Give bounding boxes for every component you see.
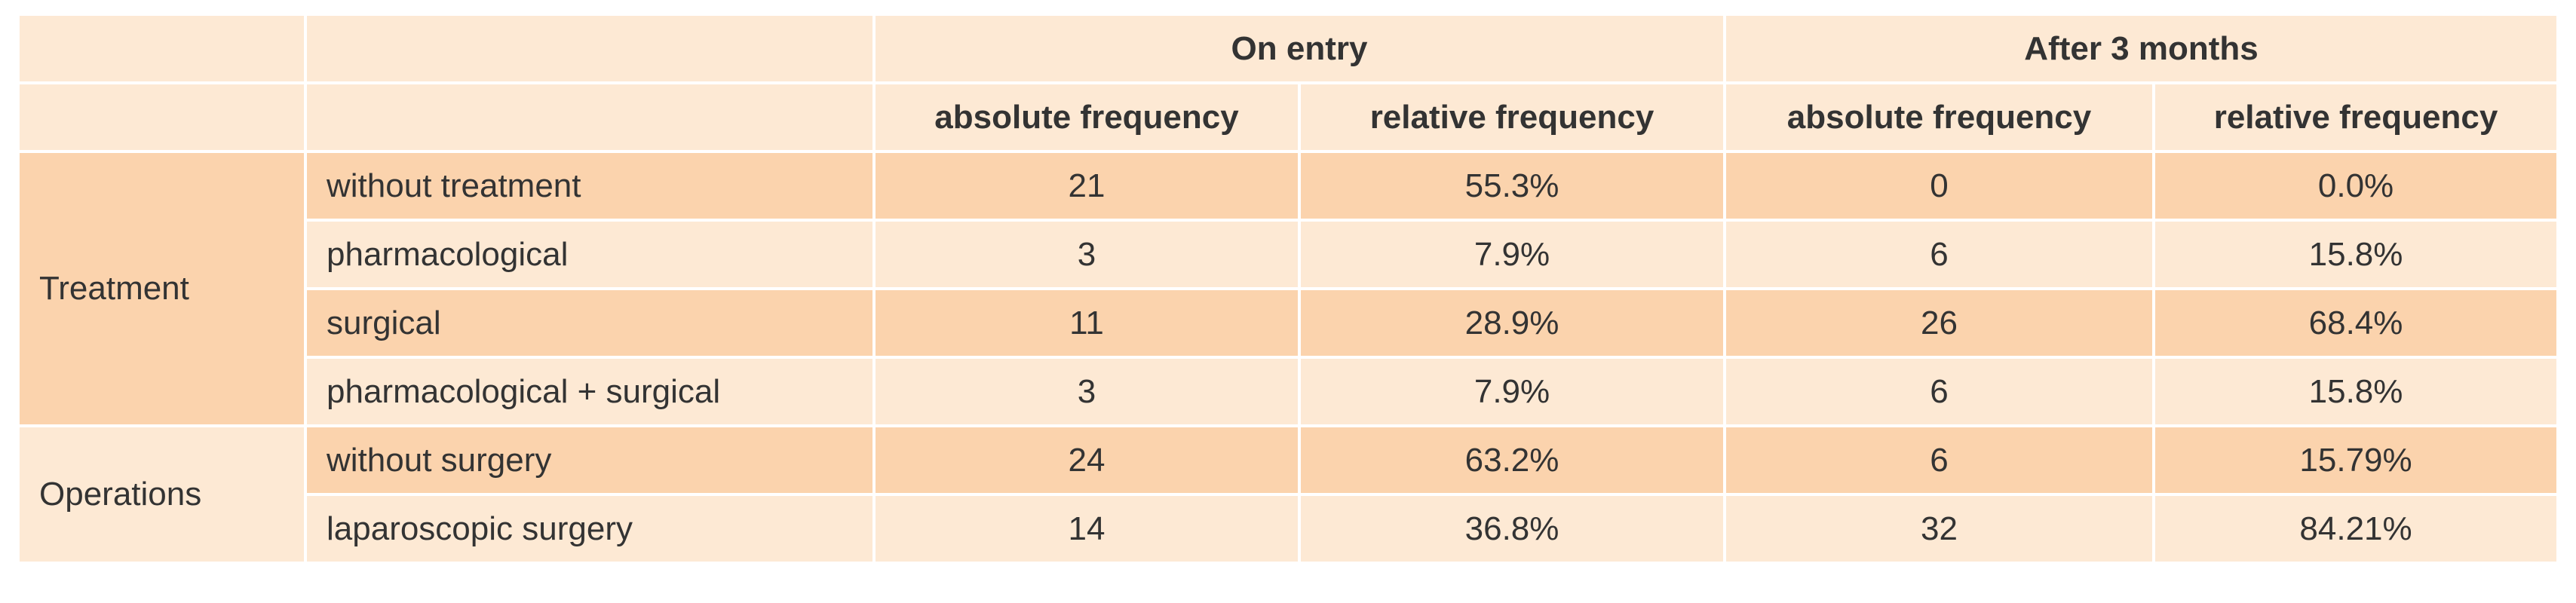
value-cell: 14 (876, 496, 1298, 562)
group-header: After 3 months (1726, 16, 2557, 81)
value-cell: 6 (1726, 222, 2153, 287)
table-row: Treatment without treatment 21 55.3% 0 0.0% (20, 153, 2557, 424)
table-row: Operations without surgery 24 63.2% 6 15.79% (20, 427, 2557, 562)
value-cell: 15.8% (2155, 222, 2557, 287)
value-cell: 28.9% (1301, 290, 1724, 356)
row-label: laparoscopic surgery (307, 496, 872, 562)
value-cell: 24 (876, 427, 1298, 493)
value-cell: 68.4% (2155, 290, 2557, 356)
empty-header (307, 84, 872, 150)
row-label: without treatment (307, 153, 872, 219)
column-header-row: absolute frequency relative frequency ab… (20, 84, 2557, 150)
value-cell: 11 (876, 290, 1298, 356)
value-cell: 15.8% (2155, 359, 2557, 424)
section-label: Operations (20, 427, 304, 562)
value-cell: 55.3% (1301, 153, 1724, 219)
column-header: absolute frequency (1726, 84, 2153, 150)
value-cell: 7.9% (1301, 359, 1724, 424)
group-header: On entry (876, 16, 1724, 81)
empty-header (20, 16, 304, 81)
frequency-table: On entry After 3 months absolute frequen… (17, 13, 2559, 565)
value-cell: 26 (1726, 290, 2153, 356)
value-cell: 6 (1726, 427, 2153, 493)
empty-header (307, 16, 872, 81)
column-header: relative frequency (2155, 84, 2557, 150)
value-cell: 63.2% (1301, 427, 1724, 493)
value-cell: 7.9% (1301, 222, 1724, 287)
value-cell: 3 (876, 359, 1298, 424)
table-row: surgical 11 28.9% 26 68.4% (20, 290, 2557, 356)
table-row: pharmacological + surgical 3 7.9% 6 15.8% (20, 359, 2557, 424)
table-row: laparoscopic surgery 14 36.8% 32 84.21% (20, 496, 2557, 562)
group-header-row: On entry After 3 months (20, 16, 2557, 81)
value-cell: 3 (876, 222, 1298, 287)
row-label: pharmacological (307, 222, 872, 287)
table-row: pharmacological 3 7.9% 6 15.8% (20, 222, 2557, 287)
column-header: relative frequency (1301, 84, 1724, 150)
value-cell: 36.8% (1301, 496, 1724, 562)
row-label: surgical (307, 290, 872, 356)
value-cell: 0.0% (2155, 153, 2557, 219)
column-header: absolute frequency (876, 84, 1298, 150)
value-cell: 15.79% (2155, 427, 2557, 493)
section-label: Treatment (20, 153, 304, 424)
value-cell: 21 (876, 153, 1298, 219)
row-label: pharmacological + surgical (307, 359, 872, 424)
value-cell: 32 (1726, 496, 2153, 562)
value-cell: 0 (1726, 153, 2153, 219)
empty-header (20, 84, 304, 150)
table-body: Treatment without treatment 21 55.3% 0 0.0% ph… (20, 153, 2557, 562)
value-cell: 6 (1726, 359, 2153, 424)
row-label: without surgery (307, 427, 872, 493)
value-cell: 84.21% (2155, 496, 2557, 562)
